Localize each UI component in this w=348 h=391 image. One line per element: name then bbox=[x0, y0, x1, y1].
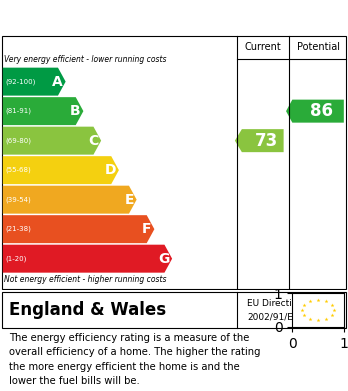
Text: EU Directive: EU Directive bbox=[247, 300, 303, 308]
Text: Not energy efficient - higher running costs: Not energy efficient - higher running co… bbox=[4, 275, 167, 284]
Polygon shape bbox=[286, 100, 344, 123]
Text: E: E bbox=[124, 193, 134, 207]
Text: C: C bbox=[88, 134, 98, 148]
Polygon shape bbox=[3, 156, 119, 184]
Polygon shape bbox=[3, 68, 66, 96]
Text: The energy efficiency rating is a measure of the
overall efficiency of a home. T: The energy efficiency rating is a measur… bbox=[9, 333, 260, 386]
Text: Energy Efficiency Rating: Energy Efficiency Rating bbox=[10, 9, 239, 27]
Text: Potential: Potential bbox=[297, 42, 340, 52]
Text: (69-80): (69-80) bbox=[5, 137, 31, 144]
Text: (81-91): (81-91) bbox=[5, 108, 31, 115]
Text: G: G bbox=[158, 252, 169, 265]
Text: A: A bbox=[52, 75, 63, 89]
Polygon shape bbox=[3, 127, 101, 154]
Text: F: F bbox=[142, 222, 152, 236]
Text: 86: 86 bbox=[310, 102, 333, 120]
Polygon shape bbox=[3, 186, 137, 213]
Polygon shape bbox=[3, 245, 172, 273]
Text: (39-54): (39-54) bbox=[5, 196, 31, 203]
Text: B: B bbox=[70, 104, 81, 118]
Polygon shape bbox=[3, 97, 84, 125]
Text: Very energy efficient - lower running costs: Very energy efficient - lower running co… bbox=[4, 55, 167, 64]
Polygon shape bbox=[235, 129, 284, 152]
Text: (21-38): (21-38) bbox=[5, 226, 31, 232]
Text: (92-100): (92-100) bbox=[5, 78, 35, 85]
Polygon shape bbox=[3, 215, 155, 243]
Text: (55-68): (55-68) bbox=[5, 167, 31, 173]
Text: England & Wales: England & Wales bbox=[9, 301, 166, 319]
Text: Current: Current bbox=[244, 42, 281, 52]
Text: 73: 73 bbox=[255, 132, 278, 150]
Text: D: D bbox=[105, 163, 116, 177]
Text: (1-20): (1-20) bbox=[5, 255, 26, 262]
Text: 2002/91/EC: 2002/91/EC bbox=[247, 313, 299, 322]
